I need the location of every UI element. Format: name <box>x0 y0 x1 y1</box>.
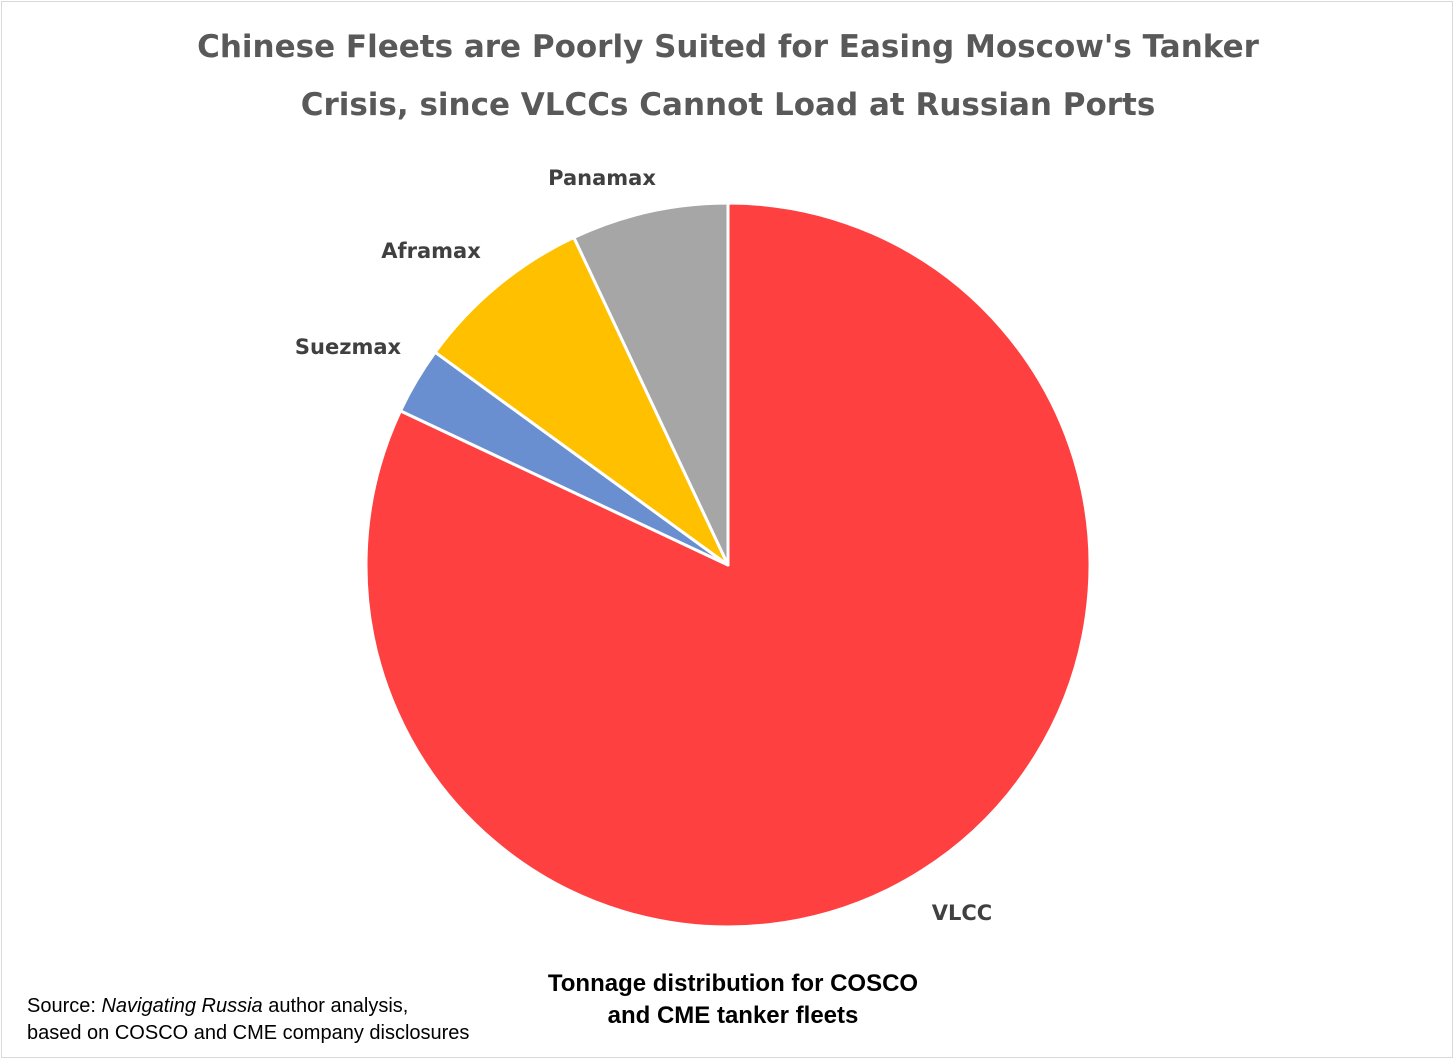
slice-label-vlcc: VLCC <box>932 901 992 925</box>
pie-slice-vlcc <box>364 201 1092 929</box>
chart-subtitle-line-2: and CME tanker fleets <box>607 1002 859 1029</box>
source-line-1: Source: Navigating Russia author analysi… <box>27 993 469 1020</box>
chart-subtitle-line-1: Tonnage distribution for COSCO <box>547 970 919 997</box>
source-suffix: author analysis, <box>262 995 409 1017</box>
chart-title-line-2: Crisis, since VLCCs Cannot Load at Russi… <box>300 87 1156 123</box>
pie-slice-panamax <box>572 201 730 567</box>
pie-labels: VLCC Suezmax Aframax Panamax <box>295 166 992 925</box>
source-publication: Navigating Russia <box>101 995 263 1017</box>
slice-label-aframax: Aframax <box>381 239 481 263</box>
pie-slice-aframax <box>433 235 730 567</box>
source-prefix: Source: <box>27 995 102 1017</box>
chart-title: Chinese Fleets are Poorly Suited for Eas… <box>0 18 1456 134</box>
source-note: Source: Navigating Russia author analysi… <box>27 993 469 1047</box>
pie-slices <box>364 201 1092 929</box>
chart-subtitle: Tonnage distribution for COSCO and CME t… <box>483 968 983 1032</box>
slice-label-panamax: Panamax <box>548 166 656 190</box>
slice-label-suezmax: Suezmax <box>295 335 402 359</box>
source-line-2: based on COSCO and CME company disclosur… <box>27 1022 470 1044</box>
chart-title-line-1: Chinese Fleets are Poorly Suited for Eas… <box>197 29 1259 65</box>
